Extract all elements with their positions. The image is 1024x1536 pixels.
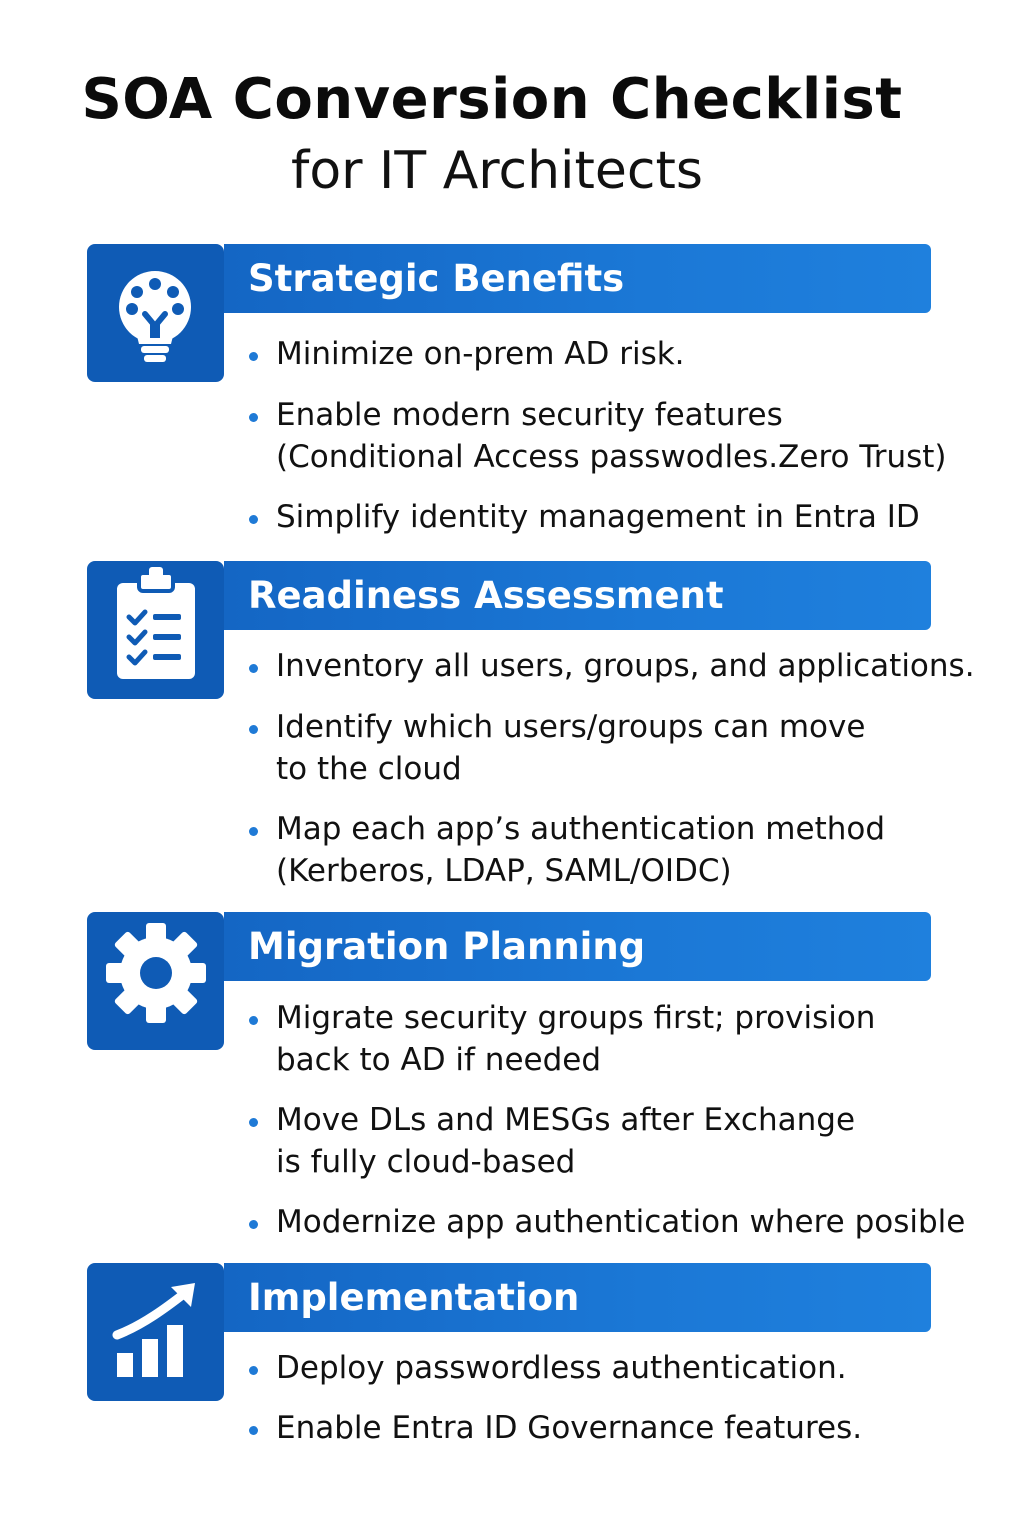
section-title: Strategic Benefits: [248, 257, 625, 300]
bullet-text-continued: (Kerberos, LDAP, SAML/OIDC): [276, 853, 732, 889]
bullet-text: Enable modern security features: [276, 397, 783, 433]
bullet-text: Enable Entra ID Governance features.: [276, 1410, 863, 1446]
clipboard-checklist-icon: [117, 567, 195, 679]
lightbulb-icon-box: [87, 244, 224, 382]
bullet-dot: [249, 413, 258, 422]
bullet-text-continued: (Conditional Access passwodles.Zero Trus…: [276, 439, 947, 475]
section-title: Implementation: [248, 1276, 580, 1319]
bullet-dot: [249, 1016, 258, 1025]
bullet-dot: [249, 1118, 258, 1127]
bullet-dot: [249, 1366, 258, 1375]
bullet-text: Move DLs and MESGs after Exchange: [276, 1102, 856, 1138]
bullet-dot: [249, 352, 258, 361]
bullet-text: Inventory all users, groups, and applica…: [276, 648, 975, 684]
bullet-dot: [249, 515, 258, 524]
bullet-text: Deploy passwordless authentication.: [276, 1350, 847, 1386]
bullet-text-continued: back to AD if needed: [276, 1042, 602, 1078]
bullet-text: Migrate security groups first; provision: [276, 1000, 876, 1036]
page-subtitle: for IT Architects: [291, 141, 703, 201]
bullet-text: Identify which users/groups can move: [276, 709, 866, 745]
bullet-dot: [249, 1426, 258, 1435]
bullet-dot: [249, 725, 258, 734]
clipboard-icon-box: [87, 561, 224, 699]
bullet-text: Simplify identity management in Entra ID: [276, 499, 920, 535]
bullet-text: Map each app’s authentication method: [276, 811, 886, 847]
bullet-text: Modernize app authentication where posib…: [276, 1204, 966, 1240]
gear-icon-box: [87, 912, 224, 1050]
gear-icon: [106, 923, 206, 1023]
bullet-text-continued: is fully cloud-based: [276, 1144, 576, 1180]
page-title: SOA Conversion Checklist: [81, 67, 903, 132]
bullet-text: Minimize on-prem AD risk.: [276, 336, 685, 372]
bullet-dot: [249, 827, 258, 836]
section-header-readiness-assessment: Readiness Assessment: [224, 561, 931, 630]
lightbulb-icon: [119, 271, 191, 362]
growth-chart-icon: [112, 1283, 195, 1377]
bullet-text-continued: to the cloud: [276, 751, 462, 787]
bullet-dot: [249, 664, 258, 673]
section-title: Migration Planning: [248, 925, 646, 968]
bullet-dot: [249, 1220, 258, 1229]
section-title: Readiness Assessment: [248, 574, 724, 617]
section-header-migration-planning: Migration Planning: [224, 912, 931, 981]
section-header-strategic-benefits: Strategic Benefits: [224, 244, 931, 313]
growth-chart-icon-box: [87, 1263, 224, 1401]
section-header-implementation: Implementation: [224, 1263, 931, 1332]
